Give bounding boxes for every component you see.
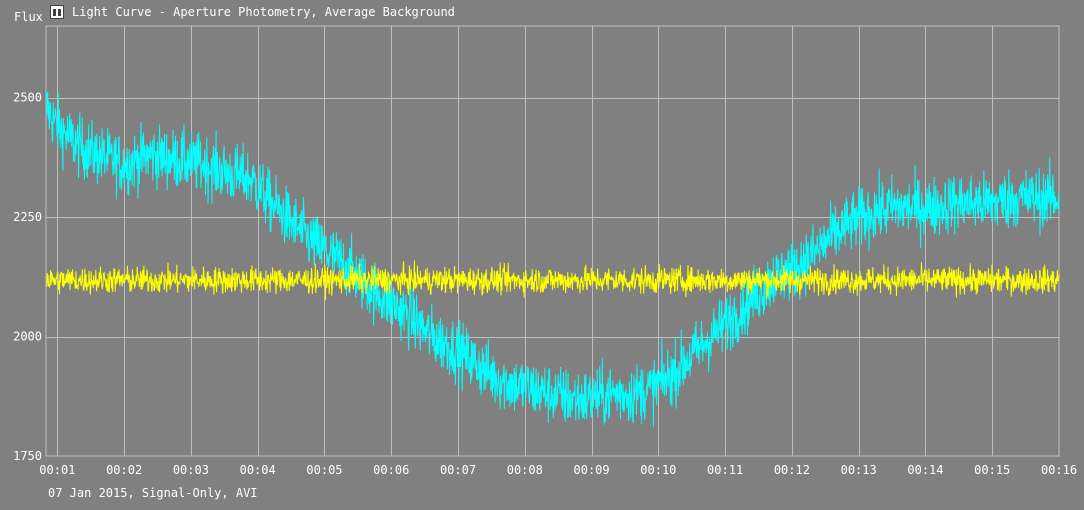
x-tick-label: 00:07 <box>440 463 476 477</box>
x-tick-label: 00:01 <box>39 463 75 477</box>
x-tick-label: 00:14 <box>907 463 943 477</box>
y-tick-label: 1750 <box>13 449 42 463</box>
x-tick-label: 00:05 <box>306 463 342 477</box>
x-tick-label: 00:10 <box>640 463 676 477</box>
comparison-star-series-line <box>45 260 1060 301</box>
chart-axes: 00:01 00:02 00:03 00:04 00:05 00:06 00:07 00:08… <box>13 91 1077 477</box>
window-title-bar: Light Curve - Aperture Photometry, Avera… <box>50 4 455 20</box>
x-tick-label: 00:02 <box>106 463 142 477</box>
x-tick-label: 00:03 <box>173 463 209 477</box>
light-curve-app-icon[interactable] <box>50 5 64 19</box>
y-tick-label: 2500 <box>13 91 42 105</box>
chart-grid <box>45 25 1060 457</box>
x-tick-label: 00:04 <box>240 463 276 477</box>
x-tick-label: 00:15 <box>974 463 1010 477</box>
y-axis-label: Flux <box>14 10 43 24</box>
target-star-series-line <box>45 91 1060 428</box>
chart-series <box>45 91 1060 428</box>
footer-caption: 07 Jan 2015, Signal-Only, AVI <box>48 486 258 500</box>
x-tick-label: 00:08 <box>507 463 543 477</box>
x-tick-label: 00:16 <box>1041 463 1077 477</box>
x-tick-label: 00:12 <box>774 463 810 477</box>
plot-frame <box>45 25 1060 457</box>
y-tick-label: 2250 <box>13 210 42 224</box>
y-tick-label: 2000 <box>13 330 42 344</box>
x-tick-label: 00:13 <box>841 463 877 477</box>
x-tick-label: 00:11 <box>707 463 743 477</box>
x-tick-label: 00:06 <box>373 463 409 477</box>
window-title: Light Curve - Aperture Photometry, Avera… <box>72 5 455 19</box>
x-tick-label: 00:09 <box>574 463 610 477</box>
